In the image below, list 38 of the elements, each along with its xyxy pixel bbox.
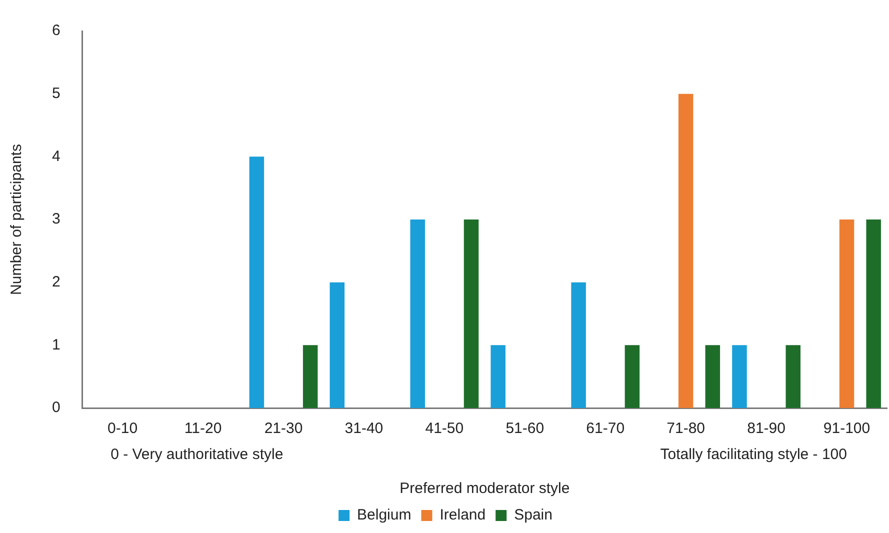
x-tick-label: 51-60 [506, 420, 544, 438]
x-tick-label: 0-10 [108, 420, 138, 438]
text: Totally facilitating style - 100 [660, 446, 847, 464]
y-tick-label: 3 [52, 210, 60, 228]
legend-label: Belgium [357, 506, 412, 524]
y-tick-label: 2 [52, 273, 60, 290]
bar [866, 220, 881, 408]
x-tick-label: 41-50 [425, 420, 464, 438]
bar [330, 282, 345, 408]
bar [302, 345, 318, 408]
bar [705, 345, 720, 408]
y-tick-label: 6 [52, 22, 60, 40]
x-tick-label: 91-100 [823, 420, 870, 438]
bar [571, 282, 586, 408]
bar [464, 220, 479, 408]
bar [839, 220, 854, 408]
x-axis-title: Preferred moderator style [400, 480, 570, 498]
legend-label: Ireland [440, 506, 486, 524]
text: 0 - Very authoritative style [110, 446, 284, 464]
bar [786, 345, 800, 408]
y-tick-label: 1 [52, 336, 60, 354]
x-tick-label: 81-90 [747, 420, 786, 438]
bar [678, 94, 694, 408]
bar [490, 345, 506, 408]
y-axis-title: Number of participants [8, 144, 26, 295]
y-tick-label: 0 [52, 399, 60, 416]
bar [249, 156, 264, 408]
x-tick-label: 61-70 [586, 420, 625, 438]
bar [624, 345, 640, 408]
x-tick-label: 71-80 [666, 420, 706, 438]
bar [410, 220, 425, 408]
bar [732, 345, 747, 408]
x-tick-label: 31-40 [344, 420, 384, 438]
y-tick-label: 5 [52, 84, 60, 102]
legend-label: Spain [514, 506, 552, 524]
y-tick-label: 4 [52, 148, 60, 165]
x-tick-label: 11-20 [184, 420, 222, 438]
x-tick-label: 21-30 [264, 420, 303, 438]
